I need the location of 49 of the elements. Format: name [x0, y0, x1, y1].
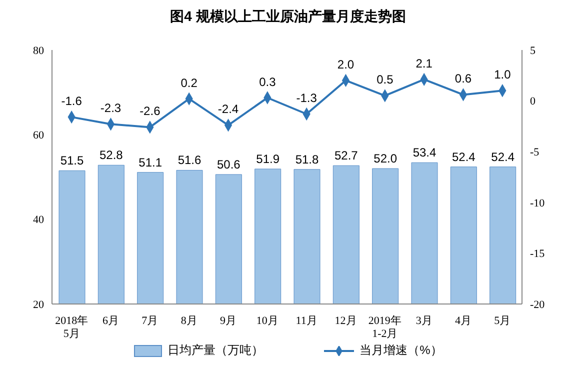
- y2-tick-label: 5: [530, 44, 536, 57]
- y-tick-label: 40: [33, 214, 44, 226]
- data-label: 2.0: [337, 57, 354, 72]
- data-label: 2.1: [416, 56, 433, 70]
- x-tick-label: 4月: [455, 315, 472, 327]
- x-tick-label: 11月: [296, 315, 318, 327]
- data-label: 52.8: [99, 148, 124, 162]
- data-label: 1.0: [494, 68, 512, 82]
- data-label: 51.5: [60, 154, 84, 168]
- data-label: -1.6: [61, 94, 82, 108]
- data-label: 52.4: [452, 150, 476, 164]
- data-label: -2.3: [100, 101, 122, 116]
- x-tick-label: 2019年 1-2月: [368, 315, 402, 340]
- data-label: 0.2: [180, 76, 198, 90]
- y-tick-label: 60: [33, 130, 44, 142]
- legend-label: 当月增速（%）: [360, 342, 442, 359]
- y2-tick-label: -10: [530, 197, 546, 210]
- x-tick-label: 5月: [494, 315, 511, 327]
- x-tick-label: 2018年 5月: [55, 315, 88, 340]
- data-label: 52.0: [374, 152, 398, 166]
- data-label: 51.1: [138, 155, 162, 170]
- y2-tick-label: 0: [530, 96, 536, 108]
- data-label: 52.7: [334, 148, 358, 163]
- data-label: 51.8: [295, 152, 319, 166]
- legend-label: 日均产量（万吨）: [168, 342, 264, 359]
- y2-tick-label: -5: [530, 146, 540, 159]
- data-label: 52.4: [491, 150, 515, 164]
- chart-title: 图4 规模以上工业原油产量月度走势图: [169, 8, 407, 26]
- x-tick-label: 7月: [142, 315, 158, 327]
- y2-tick-label: -15: [530, 248, 546, 260]
- data-label: 0.5: [376, 72, 394, 87]
- data-label: 51.6: [178, 153, 202, 168]
- data-label: -2.6: [140, 104, 161, 118]
- data-label: 51.9: [256, 152, 280, 166]
- y-tick-label: 20: [33, 298, 44, 311]
- x-tick-label: 10月: [256, 315, 278, 327]
- data-label: 0.3: [259, 74, 276, 89]
- data-label: 0.6: [454, 72, 472, 86]
- x-tick-label: 9月: [220, 315, 236, 327]
- data-label: -2.4: [218, 102, 239, 116]
- x-tick-label: 8月: [180, 315, 198, 327]
- y2-tick-label: -20: [530, 298, 546, 311]
- x-tick-label: 6月: [102, 315, 119, 327]
- x-tick-label: 3月: [416, 315, 432, 327]
- y-tick-label: 80: [33, 44, 44, 57]
- x-tick-label: 12月: [334, 315, 357, 327]
- data-label: 50.6: [216, 157, 241, 172]
- data-label: -1.3: [296, 91, 318, 106]
- data-label: 53.4: [412, 146, 436, 160]
